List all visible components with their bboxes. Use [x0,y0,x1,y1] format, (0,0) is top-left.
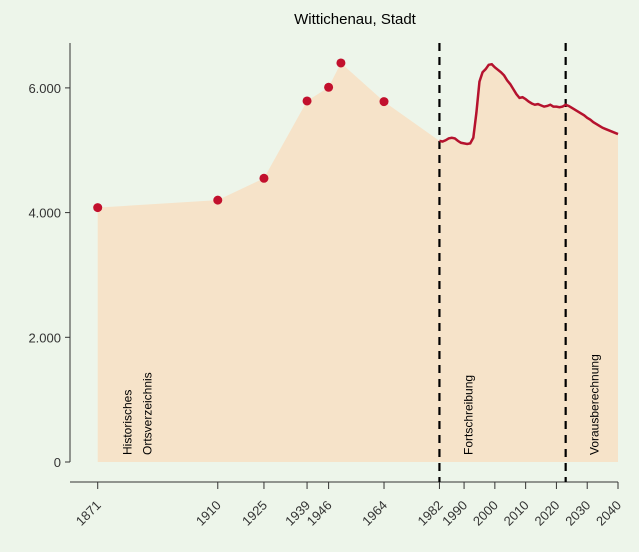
y-tick-label: 0 [54,455,61,470]
point [324,82,334,92]
point [259,173,269,183]
y-tick-label: 6.000 [28,81,61,96]
point [379,97,389,107]
area [97,62,618,462]
point [93,203,103,213]
point [336,58,346,68]
annotation: Historisches [121,390,135,455]
y-tick-label: 2.000 [28,330,61,345]
annotation: Ortsverzeichnis [141,372,155,455]
annotation: Fortschreibung [461,375,475,455]
point [302,96,312,106]
line [439,62,619,146]
point [213,195,223,205]
y-tick-label: 4.000 [28,206,61,221]
annotation: Vorausberechnung [588,354,602,455]
chart-title: Wittichenau, Stadt [294,11,417,28]
